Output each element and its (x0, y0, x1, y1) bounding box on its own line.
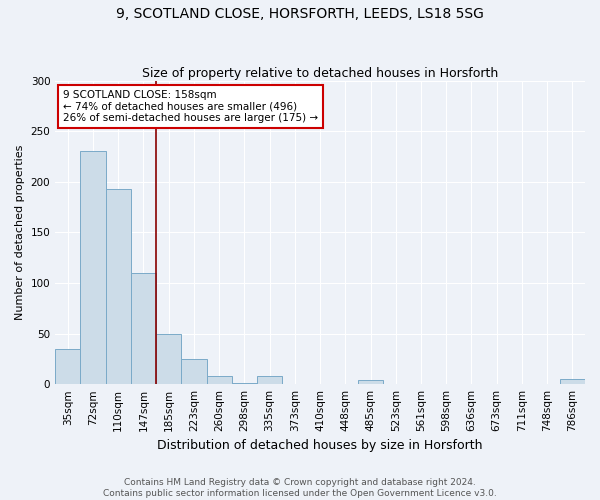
Bar (106, 189, 131, 384)
Bar (560, 379, 585, 384)
Y-axis label: Number of detached properties: Number of detached properties (15, 144, 25, 320)
Bar (358, 380, 383, 384)
Bar (131, 273, 156, 384)
Bar (206, 376, 232, 384)
Bar (257, 376, 282, 384)
Text: Contains HM Land Registry data © Crown copyright and database right 2024.
Contai: Contains HM Land Registry data © Crown c… (103, 478, 497, 498)
Bar (55, 349, 80, 384)
Bar (181, 359, 206, 384)
Text: 9, SCOTLAND CLOSE, HORSFORTH, LEEDS, LS18 5SG: 9, SCOTLAND CLOSE, HORSFORTH, LEEDS, LS1… (116, 8, 484, 22)
Title: Size of property relative to detached houses in Horsforth: Size of property relative to detached ho… (142, 66, 498, 80)
Bar (80, 152, 106, 384)
X-axis label: Distribution of detached houses by size in Horsforth: Distribution of detached houses by size … (157, 440, 483, 452)
Bar (156, 334, 181, 384)
Text: 9 SCOTLAND CLOSE: 158sqm
← 74% of detached houses are smaller (496)
26% of semi-: 9 SCOTLAND CLOSE: 158sqm ← 74% of detach… (63, 90, 318, 123)
Bar (232, 383, 257, 384)
